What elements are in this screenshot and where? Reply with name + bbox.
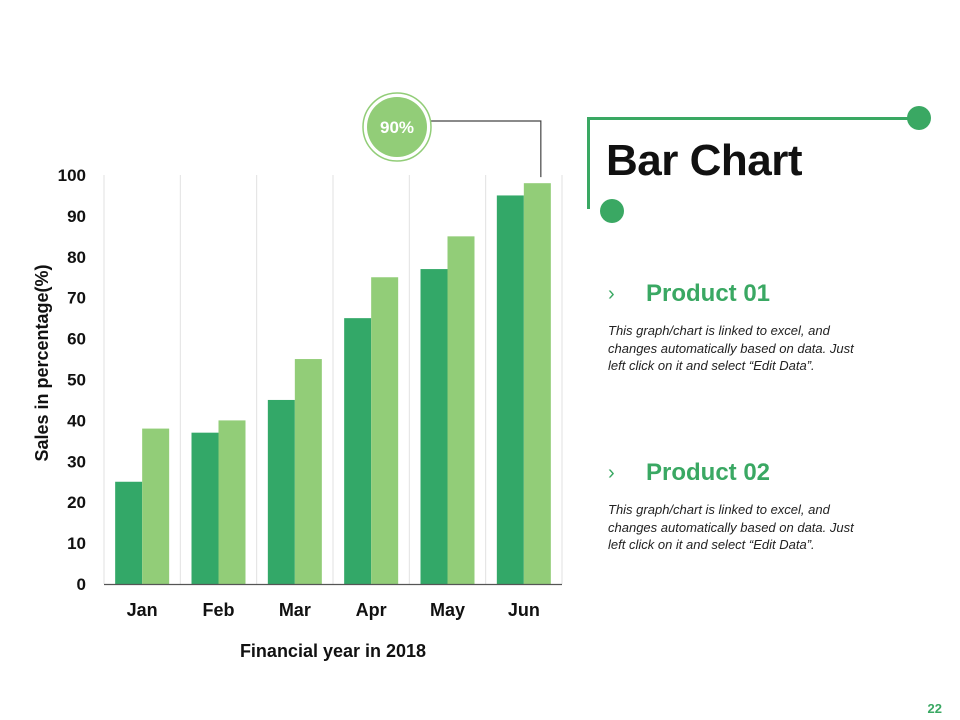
slide-title: Bar Chart: [606, 136, 803, 185]
bar-product-01-jan: [115, 481, 143, 584]
callout: 90%: [362, 92, 542, 178]
x-tick-label: May: [430, 600, 465, 620]
y-tick-label: 80: [67, 248, 86, 267]
x-axis-title: Financial year in 2018: [240, 641, 426, 661]
y-tick-label: 30: [67, 452, 86, 471]
y-tick-label: 40: [67, 411, 86, 430]
bar-product-02-mar: [294, 359, 322, 584]
bar-product-02-apr: [371, 277, 399, 584]
chevron-right-icon: ›: [608, 462, 615, 484]
bar-product-02-jun: [523, 183, 551, 584]
grid-lines: [103, 175, 563, 584]
y-tick-label: 60: [67, 330, 86, 349]
callout-label: 90%: [380, 118, 414, 137]
y-tick-label: 90: [67, 207, 86, 226]
y-tick-label: 50: [67, 371, 86, 390]
x-tick-label: Apr: [356, 600, 387, 620]
product-02-description: This graph/chart is linked to excel, and…: [608, 502, 854, 552]
product-02-block: › Product 02 This graph/chart is linked …: [608, 459, 878, 554]
page-number: 22: [927, 701, 942, 716]
bar-product-01-jun: [496, 195, 524, 584]
product-02-title: Product 02: [646, 459, 771, 486]
y-tick-label: 100: [58, 166, 86, 185]
bars: [115, 183, 551, 584]
product-01-description: This graph/chart is linked to excel, and…: [608, 323, 854, 373]
frame-dot-top-right: [907, 106, 931, 130]
callout-circle: [367, 97, 427, 157]
bar-product-01-may: [420, 269, 448, 584]
y-tick-label: 0: [77, 575, 86, 594]
chevron-right-icon: ›: [608, 283, 615, 305]
x-tick-label: Jun: [508, 600, 540, 620]
x-tick-label: Feb: [202, 600, 234, 620]
bar-product-01-feb: [191, 432, 219, 584]
y-tick-label: 10: [67, 534, 86, 553]
bar-product-02-feb: [218, 420, 246, 584]
bar-product-01-apr: [344, 318, 372, 584]
frame-dot-bottom-left: [600, 199, 624, 223]
x-tick-label: Mar: [279, 600, 311, 620]
y-tick-label: 70: [67, 289, 86, 308]
bar-product-01-mar: [267, 399, 295, 584]
y-tick-label: 20: [67, 493, 86, 512]
bar-product-02-jan: [142, 428, 170, 584]
axes: 0 10 20 30 40 50 60 70 80 90 100 Jan Feb Mar Apr May Jun…: [32, 166, 562, 661]
y-axis-title: Sales in percentage(%): [32, 264, 52, 461]
x-tick-label: Jan: [127, 600, 158, 620]
product-01-title: Product 01: [646, 280, 771, 307]
bar-product-02-may: [447, 236, 475, 584]
callout-connector: [429, 120, 542, 178]
title-frame: [587, 117, 919, 209]
product-01-block: › Product 01 This graph/chart is linked …: [608, 280, 878, 375]
